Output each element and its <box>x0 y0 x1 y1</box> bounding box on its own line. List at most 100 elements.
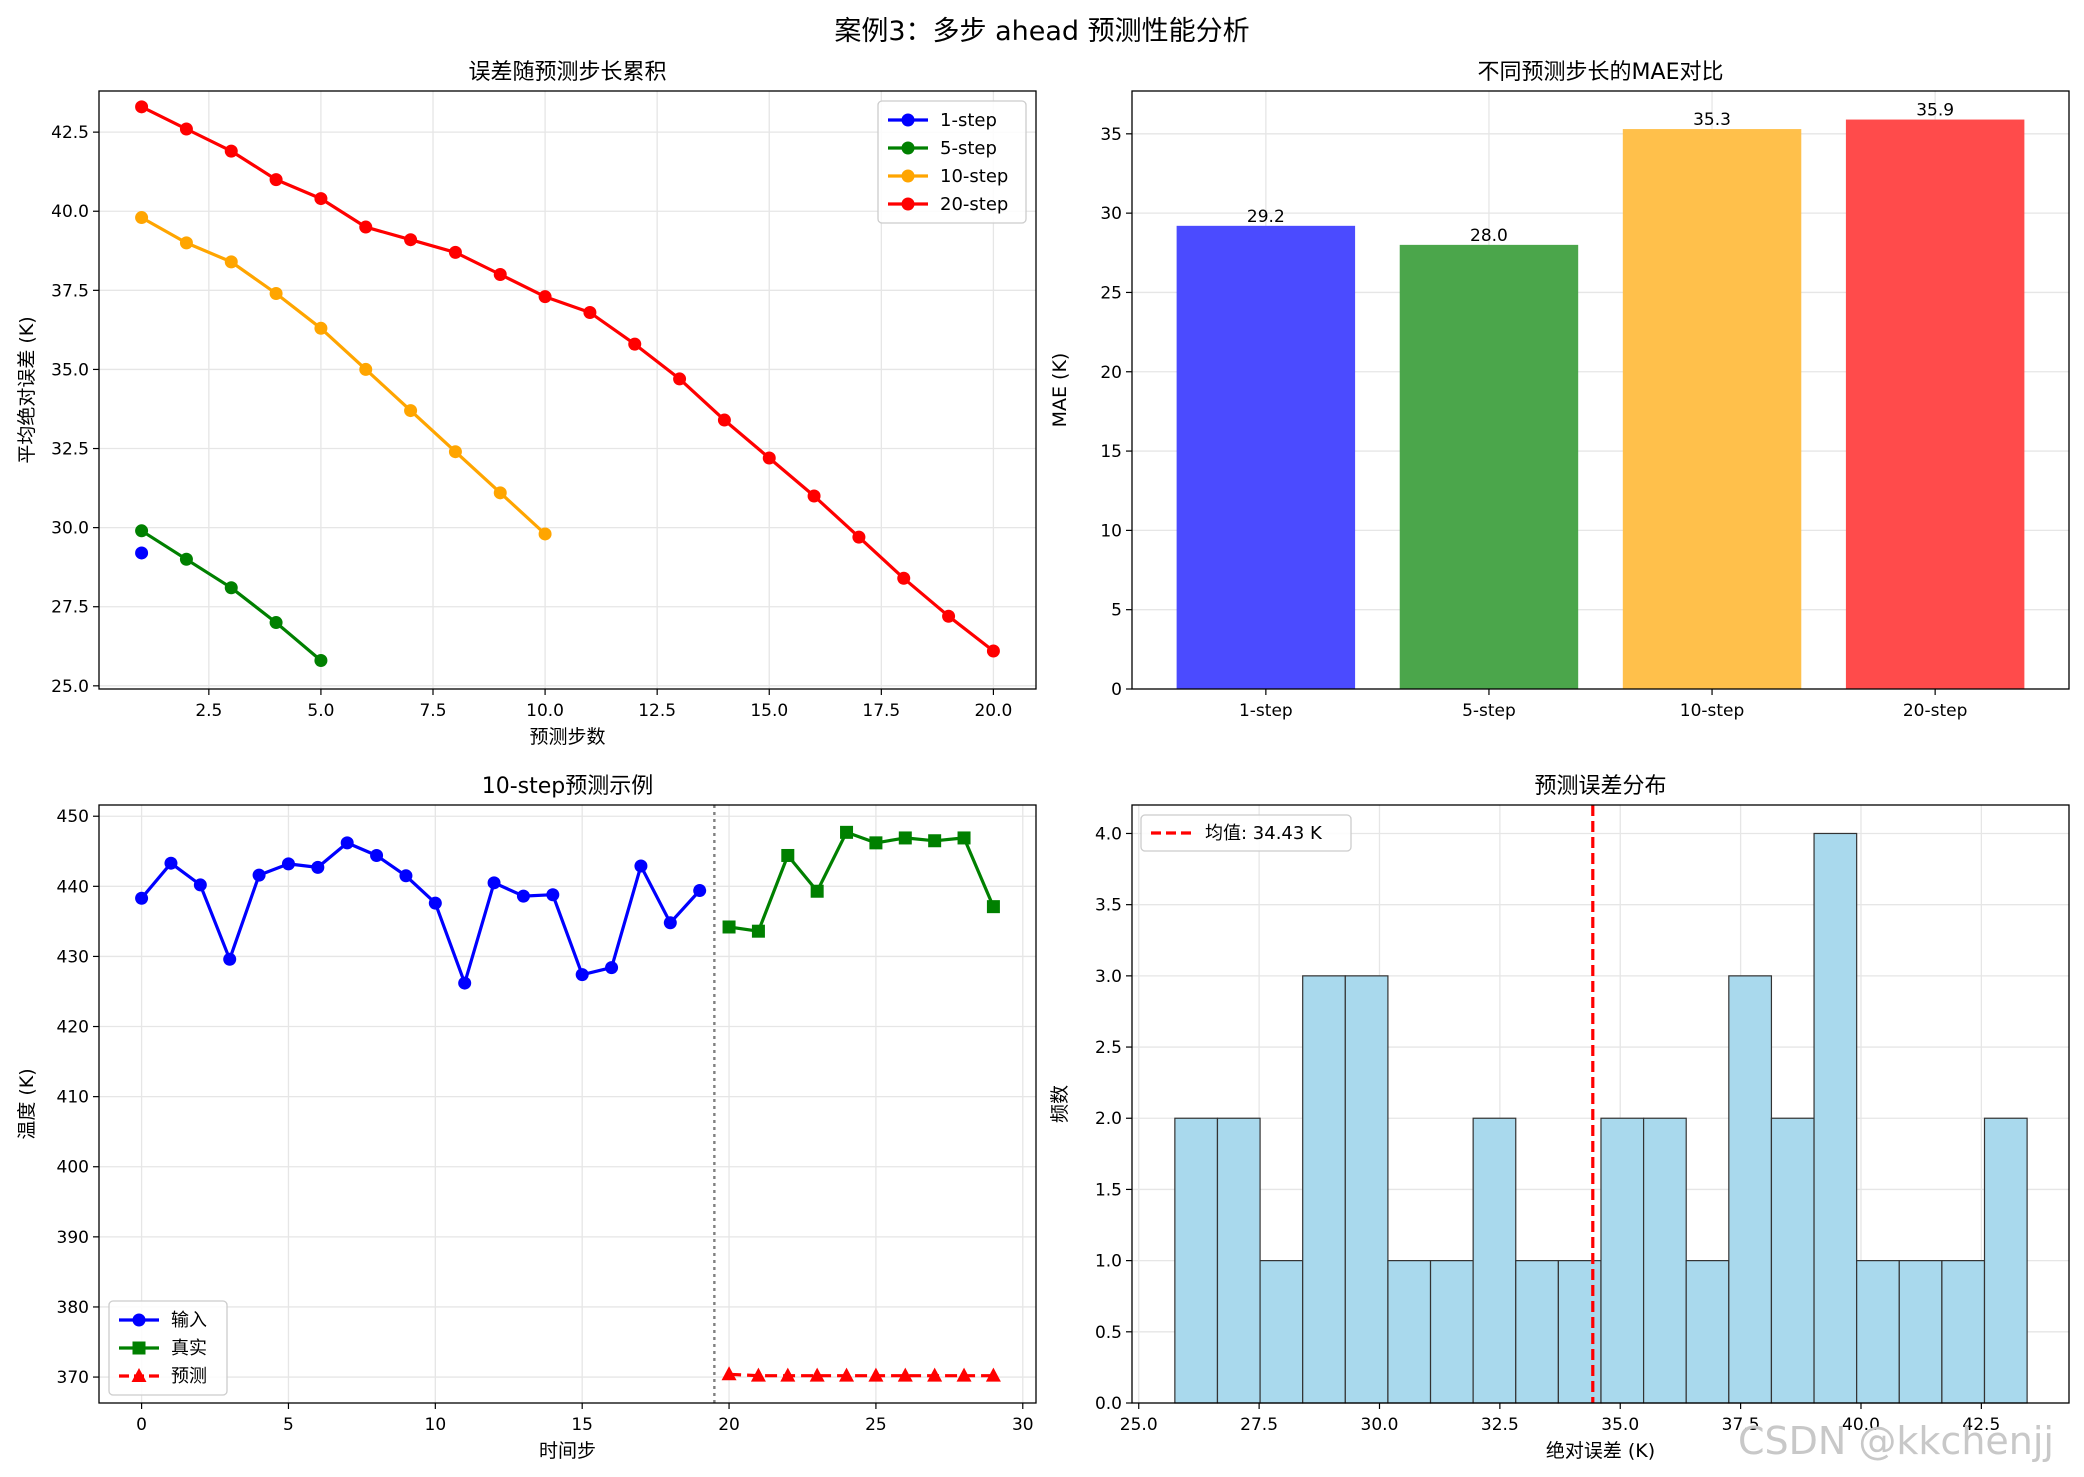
series-line <box>140 105 995 653</box>
axes-frame <box>98 90 1037 690</box>
histogram-bin <box>1302 975 1346 1404</box>
data-point <box>839 1367 855 1382</box>
data-point <box>897 571 911 585</box>
x-tick-label: 10.0 <box>526 701 564 721</box>
data-point <box>281 857 295 871</box>
x-tick-label: 0 <box>136 1415 147 1435</box>
histogram-bin <box>1813 832 1858 1404</box>
y-tick-label: 40.0 <box>51 202 89 222</box>
data-point <box>493 486 507 500</box>
y-tick-label: 400 <box>57 1158 89 1178</box>
chart-panel-1: 25.0 27.5 30.0 32.5 35.0 37.5 40.0 42.5 2.5 5.0 7.… <box>16 60 1037 748</box>
legend-label: 均值: 34.43 K <box>1205 823 1323 844</box>
y-tick-label: 380 <box>57 1298 89 1318</box>
x-tick-label: 17.5 <box>862 701 900 721</box>
y-tick-label: 1.5 <box>1095 1180 1122 1200</box>
data-point <box>359 220 373 234</box>
data-point <box>404 404 418 418</box>
data-point <box>135 211 149 225</box>
chart-panel-3: 370 380 390 400 410 420 430 440 450 0 5 10 15 20 25 30 1… <box>16 774 1037 1462</box>
data-point <box>583 305 597 319</box>
legend: 均值: 34.43 K <box>1140 814 1352 852</box>
data-point <box>340 836 354 850</box>
legend-marker <box>131 1368 147 1382</box>
y-tick-label: 420 <box>57 1018 89 1038</box>
bar <box>1176 225 1356 690</box>
data-point <box>224 581 238 595</box>
data-point <box>269 173 283 187</box>
x-tick-label: 20.0 <box>974 701 1012 721</box>
data-point <box>359 362 373 376</box>
data-point <box>852 530 866 544</box>
legend-label: 预测 <box>171 1366 207 1387</box>
data-point <box>404 233 418 247</box>
legend-box <box>1140 814 1352 852</box>
x-tick-label: 5.0 <box>307 701 334 721</box>
bar-value-label: 35.9 <box>1916 101 1954 121</box>
data-point <box>957 831 971 845</box>
y-tick-label: 0 <box>1111 680 1122 700</box>
y-tick-label: 42.5 <box>51 123 89 143</box>
x-tick-label: 30 <box>1012 1415 1034 1435</box>
legend-label: 真实 <box>171 1338 207 1359</box>
data-point <box>693 884 707 898</box>
data-point <box>575 968 589 982</box>
x-tick-label: 30.0 <box>1361 1415 1399 1435</box>
y-tick-label: 0.0 <box>1095 1394 1122 1414</box>
legend-marker <box>901 197 915 211</box>
y-axis-label: 频数 <box>1049 1085 1071 1123</box>
y-tick-label: 27.5 <box>51 598 89 618</box>
x-tick-label: 1-step <box>1239 701 1293 721</box>
bar-value-label: 29.2 <box>1247 207 1285 227</box>
data-point <box>717 413 731 427</box>
data-point <box>840 825 854 839</box>
y-tick-label: 3.5 <box>1095 896 1122 916</box>
data-point <box>135 546 149 560</box>
data-point <box>780 1367 796 1382</box>
x-tick-label: 35.0 <box>1601 1415 1639 1435</box>
histogram-bin <box>1557 1260 1602 1404</box>
histogram-bin <box>1642 1117 1687 1404</box>
series-line <box>729 1372 994 1378</box>
y-tick-label: 3.0 <box>1095 967 1122 987</box>
histogram-bin <box>1429 1260 1474 1404</box>
data-point <box>781 848 795 862</box>
histogram-bin <box>1856 1260 1900 1404</box>
bar-value-label: 35.3 <box>1693 110 1731 130</box>
y-tick-label: 30 <box>1100 204 1122 224</box>
y-tick-label: 20 <box>1100 363 1122 383</box>
legend-label: 10-step <box>940 166 1008 187</box>
legend-label: 5-step <box>940 138 997 159</box>
data-point <box>164 856 178 870</box>
data-point <box>986 644 1000 658</box>
grid <box>99 91 1036 689</box>
x-tick-label: 40.0 <box>1842 1415 1880 1435</box>
data-point <box>193 878 207 892</box>
series-line <box>728 830 995 933</box>
data-point <box>985 1367 1001 1382</box>
chart-panel-2: 0 5 10 15 20 25 30 35 1-step 5-step 10-step 20-step… <box>1049 60 2070 721</box>
histogram-bin <box>1387 1260 1432 1404</box>
data-point <box>224 144 238 158</box>
data-point <box>314 321 328 335</box>
x-tick-label: 20-step <box>1903 701 1968 721</box>
data-point <box>428 896 442 910</box>
data-point <box>458 976 472 990</box>
histogram-bin <box>1983 1117 2028 1404</box>
legend-label: 1-step <box>940 110 997 131</box>
data-point <box>314 654 328 668</box>
data-point <box>179 122 193 136</box>
axes-frame <box>1131 804 2070 1404</box>
x-tick-label: 32.5 <box>1481 1415 1519 1435</box>
chart-panel-4: 0.0 0.5 1.0 1.5 2.0 2.5 3.0 3.5 4.0 25.0 27.5 30.0 3… <box>1049 774 2070 1462</box>
histogram-bin <box>1685 1260 1730 1404</box>
data-point <box>807 489 821 503</box>
data-point <box>370 848 384 862</box>
data-point <box>538 290 552 304</box>
data-point <box>869 836 883 850</box>
legend-marker <box>132 1341 146 1355</box>
series-2 <box>135 524 328 668</box>
y-tick-label: 25.0 <box>51 677 89 697</box>
data-point <box>634 859 648 873</box>
